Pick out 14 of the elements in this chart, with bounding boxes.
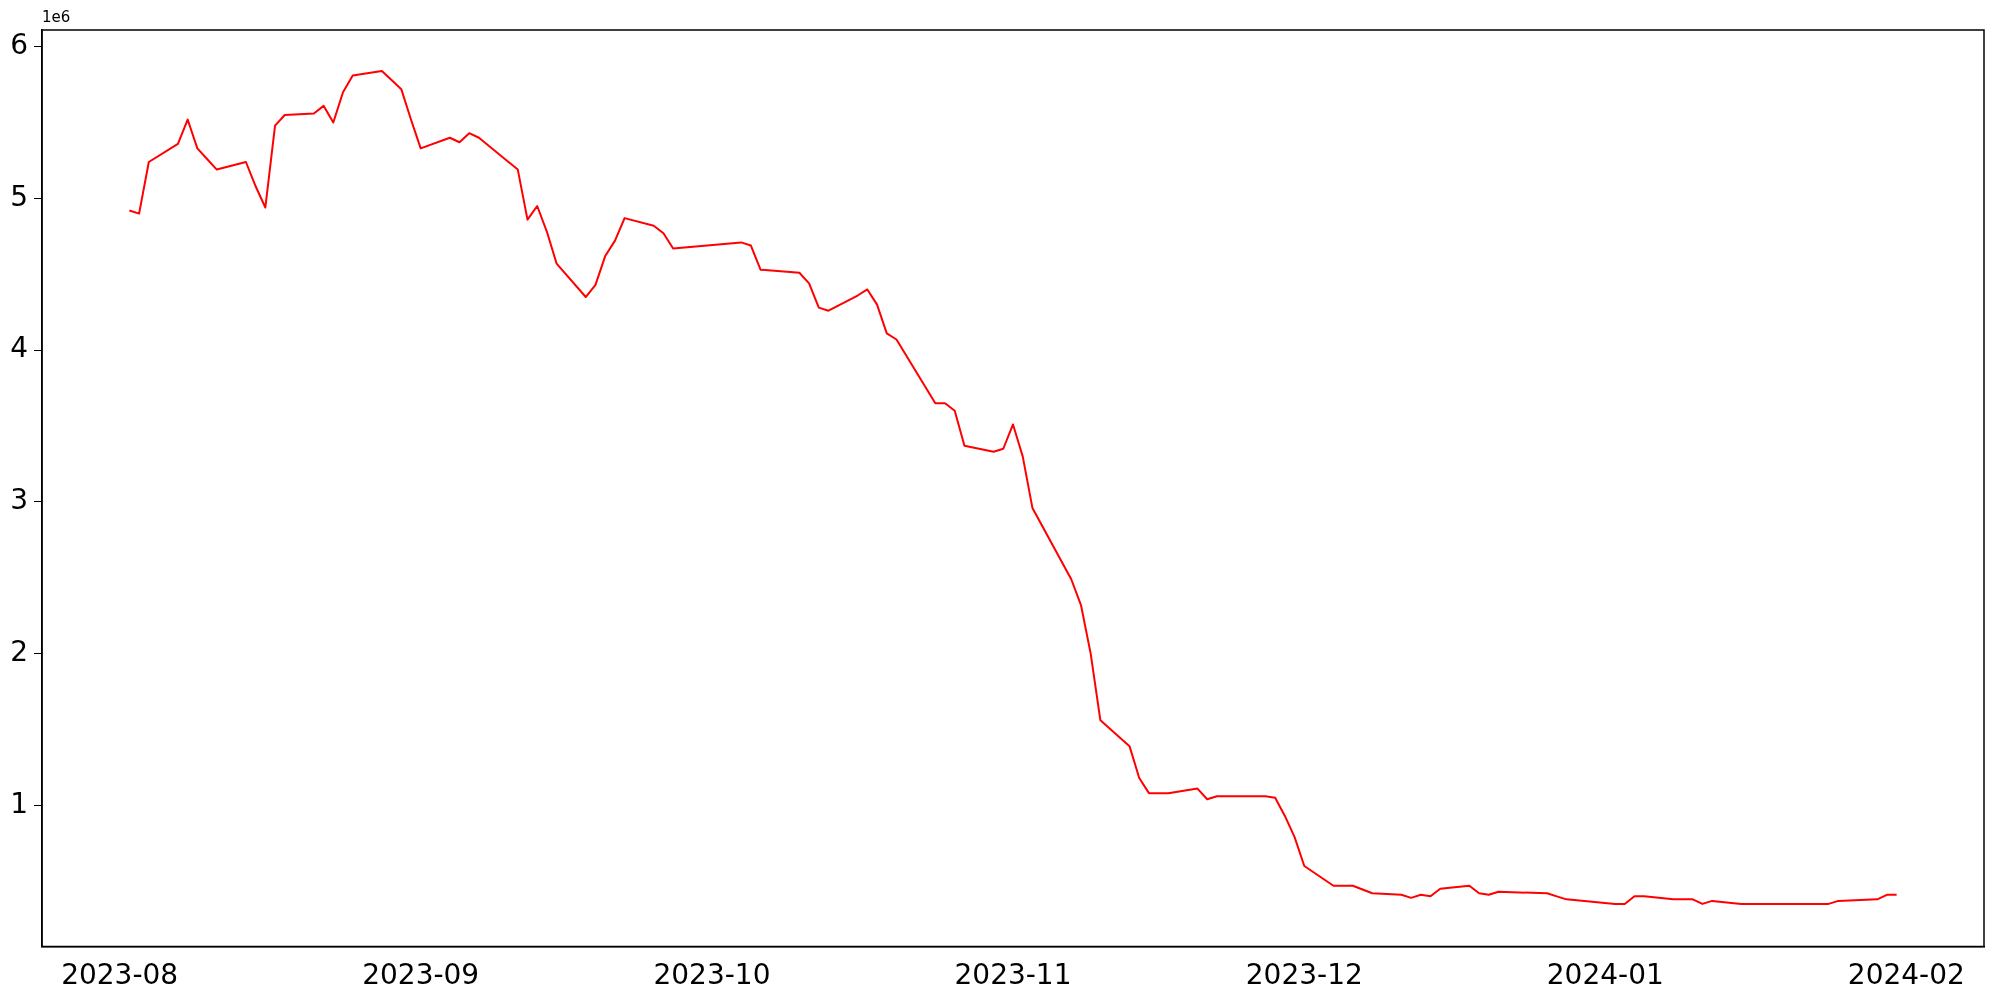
y-tick-label: 6 — [10, 27, 28, 61]
y-tick-label: 3 — [10, 483, 28, 517]
y-tick-label: 1 — [10, 786, 28, 820]
x-tick-label: 2023-12 — [1245, 958, 1363, 992]
x-tick-label: 2023-09 — [362, 958, 480, 992]
y-tick-label: 4 — [10, 331, 28, 365]
text: 1e6 — [42, 8, 71, 27]
y-tick-label: 5 — [10, 179, 28, 213]
x-tick-label: 2023-08 — [61, 958, 179, 992]
x-tick-label: 2023-11 — [954, 958, 1072, 992]
y-tick-label: 2 — [10, 634, 28, 668]
x-tick-label: 2023-10 — [653, 958, 771, 992]
x-tick-label: 2024-02 — [1847, 958, 1965, 992]
x-tick-label: 2024-01 — [1546, 958, 1664, 992]
